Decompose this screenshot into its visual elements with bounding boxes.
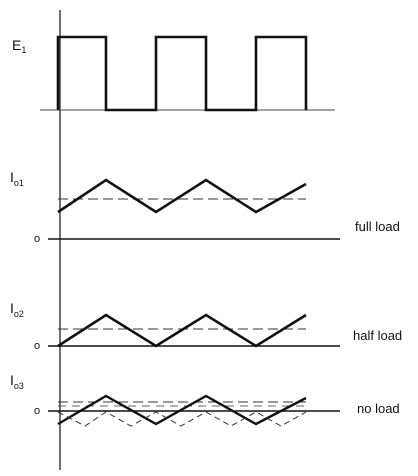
io1-caption: full load (355, 219, 400, 234)
io2-triangle-wave (57, 313, 307, 348)
io1-triangle-wave (57, 178, 307, 214)
e1-square-wave (56, 35, 308, 112)
io3-zero-label: o (34, 405, 40, 417)
e1-label: E1 (12, 37, 26, 55)
io3-dashed-triangle-wave (57, 411, 307, 427)
io2-caption: half load (353, 328, 402, 343)
io2-zero-label: o (34, 340, 40, 352)
io1-zero-label: o (34, 233, 40, 245)
io3-caption: no load (357, 401, 400, 416)
io2-label: Io2 (10, 300, 24, 319)
io3-triangle-wave (57, 394, 307, 426)
io1-label: Io1 (10, 169, 24, 188)
io3-label: Io3 (10, 372, 24, 391)
